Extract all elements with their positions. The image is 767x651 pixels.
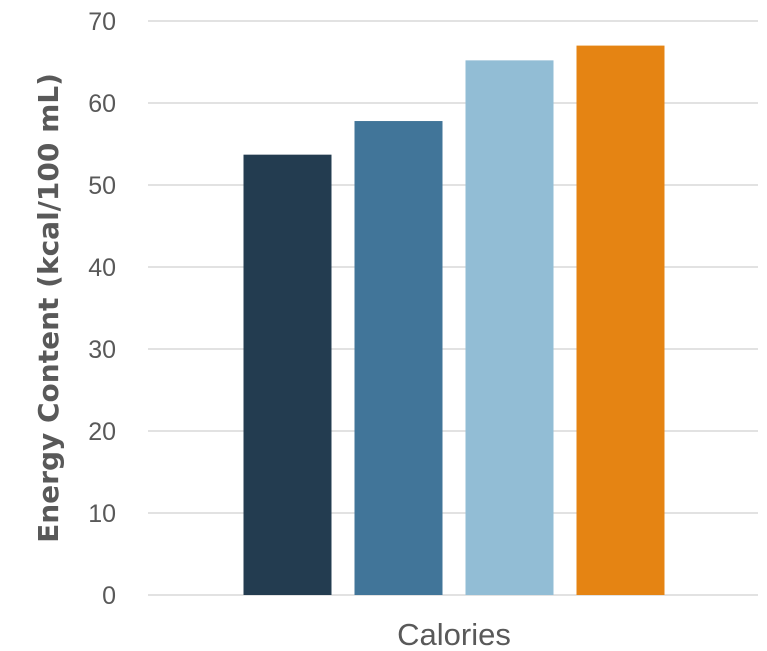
bar: [465, 60, 554, 596]
gridlines: [148, 20, 758, 596]
y-tick-label: 20: [88, 418, 116, 446]
bar: [243, 154, 332, 595]
y-tick-label: 30: [88, 336, 116, 364]
y-axis-title: Energy Content (kcal/100 mL): [32, 73, 65, 543]
bars: [243, 45, 665, 596]
y-tick-label: 0: [102, 582, 116, 610]
y-tick-label: 40: [88, 254, 116, 282]
y-tick-label: 10: [88, 500, 116, 528]
bar: [576, 45, 665, 596]
bar: [354, 121, 443, 595]
y-tick-labels: 0 10 20 30 40 50 60 70: [88, 8, 116, 610]
y-tick-label: 60: [88, 90, 116, 118]
y-tick-label: 50: [88, 172, 116, 200]
y-tick-label: 70: [88, 8, 116, 36]
x-category-label: Calories: [397, 617, 511, 651]
